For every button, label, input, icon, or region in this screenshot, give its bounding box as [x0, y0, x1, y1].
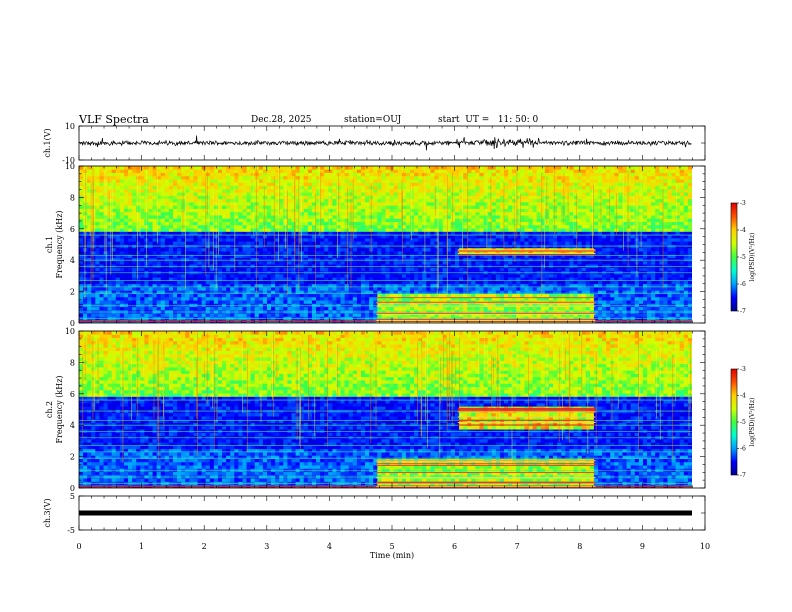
y-tick-label: 10: [65, 122, 75, 131]
ch1-spectrogram-colorbar: [730, 202, 738, 312]
colorbar-tick-label: -6: [740, 446, 746, 453]
x-tick-label: 3: [264, 542, 269, 551]
ch1-spectrogram-ylabel: Frequency (kHz): [55, 210, 64, 278]
ch2-spectrogram-channel-label: ch.2: [45, 401, 54, 418]
ch2-spectrogram-ylabel: Frequency (kHz): [55, 375, 64, 443]
x-tick-label: 4: [327, 542, 332, 551]
colorbar-tick-label: -5: [740, 254, 746, 261]
colorbar-tick-label: -3: [740, 200, 746, 207]
y-tick-label: 8: [70, 358, 75, 367]
station-label: station=OUJ: [344, 115, 402, 125]
colorbar-tick-label: -5: [740, 419, 746, 426]
x-tick-label: 6: [452, 542, 457, 551]
date-label: Dec.28, 2025: [251, 115, 312, 125]
ch1-spectrogram-image: [79, 166, 692, 323]
ch1-spectrogram-channel-label: ch.1: [45, 236, 54, 253]
ch1-waveform-ylabel: ch.1(V): [43, 128, 52, 157]
colorbar-tick-label: -7: [740, 308, 746, 315]
x-tick-label: 0: [76, 542, 81, 551]
colorbar-tick-label: -7: [740, 472, 746, 479]
y-tick-label: -10: [62, 156, 75, 165]
colorbar-label: log(PSD)(V²/Hz): [749, 233, 756, 282]
x-axis-label: Time (min): [370, 551, 414, 560]
y-tick-label: 8: [70, 193, 75, 202]
colorbar-tick-label: -4: [740, 227, 746, 234]
x-tick-label: 1: [139, 542, 144, 551]
y-tick-label: -5: [67, 526, 75, 535]
ch1-waveform-frame: [78, 125, 706, 161]
y-tick-label: 0: [70, 484, 75, 493]
y-tick-label: 10: [65, 327, 75, 336]
y-tick-label: 4: [70, 421, 75, 430]
colorbar-tick-label: -3: [740, 366, 746, 373]
y-tick-label: 0: [70, 319, 75, 328]
ch1-spectrogram-blank-strip: [692, 166, 705, 323]
ch3-waveform-trace: [79, 510, 692, 516]
y-tick-label: 4: [70, 256, 75, 265]
x-tick-label: 7: [515, 542, 520, 551]
ch3-waveform-ylabel: ch.3(V): [43, 498, 52, 527]
chart-title: VLF Spectra: [79, 113, 149, 126]
x-tick-label: 2: [202, 542, 207, 551]
x-tick-label: 10: [700, 542, 710, 551]
y-tick-label: 6: [70, 225, 75, 234]
colorbar-tick-label: -4: [740, 393, 746, 400]
ch1-waveform-trace: [78, 135, 692, 151]
ch2-spectrogram-colorbar: [730, 368, 738, 476]
start-time-label: start UT = 11: 50: 0: [438, 115, 539, 125]
ch2-spectrogram-blank-strip: [692, 331, 705, 488]
y-tick-label: 2: [70, 453, 75, 462]
colorbar-tick-label: -6: [740, 281, 746, 288]
y-tick-label: 2: [70, 288, 75, 297]
ch2-spectrogram-image: [79, 331, 692, 488]
x-tick-label: 8: [577, 542, 582, 551]
x-tick-label: 5: [389, 542, 394, 551]
y-tick-label: 5: [70, 492, 75, 501]
y-tick-label: 10: [65, 162, 75, 171]
colorbar-label: log(PSD)(V²/Hz): [749, 398, 756, 447]
x-tick-label: 9: [640, 542, 645, 551]
y-tick-label: 6: [70, 390, 75, 399]
